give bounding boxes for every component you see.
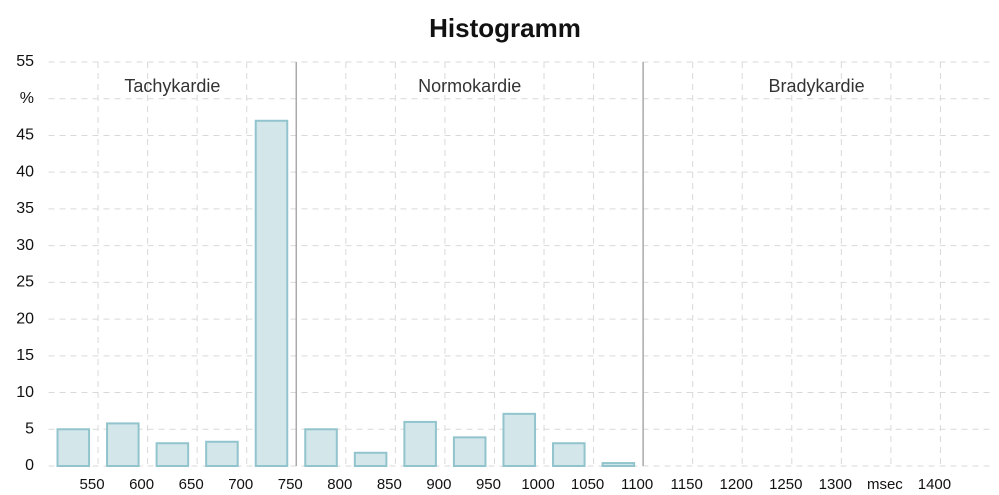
bar <box>56 428 91 468</box>
y-tick-label: 30 <box>16 237 34 254</box>
x-tick-label: 1400 <box>918 476 951 493</box>
y-tick-label: % <box>20 90 34 107</box>
x-tick-label: 1050 <box>571 476 604 493</box>
x-tick-label: 1150 <box>671 476 703 493</box>
x-tick-label: 1000 <box>521 476 554 493</box>
y-tick-label: 45 <box>16 127 34 144</box>
y-tick-label: 55 <box>16 53 34 70</box>
x-tick-label: 1200 <box>720 476 753 493</box>
bar <box>106 422 140 467</box>
x-tick-label: 950 <box>476 476 501 493</box>
x-tick-label: 900 <box>426 476 451 493</box>
y-tick-label: 15 <box>16 347 34 364</box>
bar <box>155 442 190 468</box>
y-tick-label: 40 <box>16 163 34 180</box>
y-tick-label: 25 <box>16 274 34 291</box>
x-tick-label: 1250 <box>769 476 802 493</box>
bar <box>353 451 388 467</box>
zone-label: Bradykardie <box>769 76 865 96</box>
x-tick-label: 750 <box>278 476 303 493</box>
y-tick-label: 0 <box>25 457 34 474</box>
bar <box>601 462 636 468</box>
x-tick-label: msec <box>867 476 903 493</box>
zone-label: Normokardie <box>418 76 521 96</box>
x-tick-label: 650 <box>179 476 204 493</box>
bar <box>254 119 289 467</box>
y-tick-label: 5 <box>25 420 34 437</box>
x-tick-label: 550 <box>80 476 105 493</box>
bar <box>502 412 537 467</box>
bar <box>452 436 487 467</box>
y-tick-label: 35 <box>16 200 34 217</box>
bar <box>205 440 239 468</box>
zone-label: Tachykardie <box>124 76 220 96</box>
x-tick-label: 1100 <box>621 476 653 493</box>
chart-title: Histogramm <box>429 13 581 43</box>
y-tick-label: 20 <box>16 310 34 327</box>
x-tick-label: 1300 <box>819 476 852 493</box>
x-tick-label: 850 <box>377 476 402 493</box>
bar <box>304 428 338 468</box>
bar <box>552 442 586 468</box>
y-tick-label: 10 <box>16 384 34 401</box>
x-tick-label: 600 <box>129 476 154 493</box>
x-tick-label: 800 <box>327 476 352 493</box>
x-tick-label: 700 <box>228 476 253 493</box>
bar <box>403 420 437 468</box>
